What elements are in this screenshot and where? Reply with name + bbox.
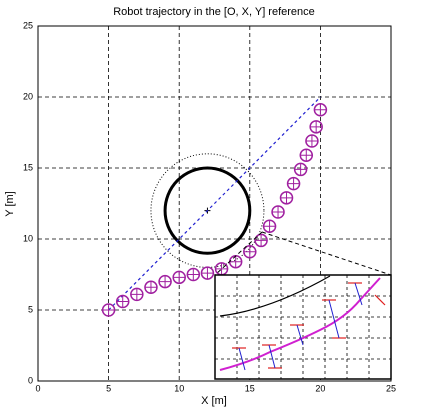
trajectory-point bbox=[101, 303, 116, 317]
robot-cross bbox=[272, 206, 285, 219]
trajectory-point bbox=[243, 245, 257, 259]
robot-cross bbox=[314, 103, 327, 116]
trajectory-point bbox=[144, 280, 158, 295]
trajectory-point bbox=[271, 205, 285, 219]
robot-cross bbox=[102, 304, 115, 316]
trajectory-point bbox=[309, 120, 323, 134]
y-tick-label: 5 bbox=[28, 304, 33, 314]
robot-cross bbox=[255, 234, 268, 247]
trajectory-point bbox=[200, 266, 215, 280]
robot-cross bbox=[116, 295, 129, 308]
robot-cross bbox=[130, 288, 143, 301]
trajectory-point bbox=[254, 233, 268, 248]
obstacle bbox=[163, 166, 252, 255]
trajectory-point bbox=[172, 270, 186, 285]
trajectory-point bbox=[228, 254, 243, 269]
trajectory-point bbox=[293, 162, 308, 177]
trajectory-point bbox=[115, 294, 130, 309]
reference-line bbox=[108, 96, 321, 311]
x-tick-label: 5 bbox=[106, 383, 111, 393]
chart-title: Robot trajectory in the [O, X, Y] refere… bbox=[113, 6, 315, 18]
robot-cross bbox=[294, 163, 307, 176]
robot-cross bbox=[243, 245, 256, 258]
y-tick-label: 10 bbox=[23, 233, 33, 243]
trajectory-point bbox=[214, 262, 229, 276]
x-tick-label: 0 bbox=[35, 383, 40, 393]
robot-cross bbox=[201, 267, 214, 280]
zoom-inset bbox=[214, 231, 392, 380]
y-axis-label: Y [m] bbox=[4, 191, 16, 216]
safety-zone bbox=[150, 153, 265, 268]
trajectory-point bbox=[279, 191, 294, 205]
zoom-connector bbox=[214, 231, 263, 276]
trajectory-point bbox=[299, 148, 314, 162]
robot-cross bbox=[287, 177, 300, 190]
robot-cross bbox=[280, 191, 293, 204]
y-tick-label: 15 bbox=[23, 162, 33, 172]
trajectory-point bbox=[186, 267, 201, 282]
x-tick-label: 15 bbox=[245, 383, 255, 393]
robot-cross bbox=[310, 120, 323, 133]
robot-cross bbox=[187, 268, 200, 281]
trajectory-point bbox=[158, 274, 172, 289]
x-axis-label: X [m] bbox=[201, 395, 227, 407]
robot-cross bbox=[159, 275, 172, 288]
zoom-connector bbox=[261, 231, 392, 276]
robot-cross bbox=[305, 135, 318, 148]
y-tick-label: 20 bbox=[23, 91, 33, 101]
x-tick-label: 20 bbox=[315, 383, 325, 393]
axes-frame bbox=[37, 25, 392, 382]
trajectory-point bbox=[305, 134, 319, 148]
x-tick-label: 25 bbox=[386, 383, 396, 393]
y-tick-label: 0 bbox=[28, 375, 33, 385]
trajectory-point bbox=[130, 287, 144, 302]
robot-cross bbox=[215, 262, 228, 275]
robot-cross bbox=[144, 281, 157, 294]
robot-cross bbox=[173, 271, 186, 284]
trajectory-point bbox=[286, 176, 301, 191]
robot-cross bbox=[263, 220, 276, 233]
robot-cross bbox=[229, 255, 242, 268]
trajectory-point bbox=[313, 103, 328, 117]
robot-cross bbox=[300, 149, 313, 162]
x-tick-label: 10 bbox=[174, 383, 184, 393]
trajectory-point bbox=[262, 219, 277, 233]
y-tick-label: 25 bbox=[23, 20, 33, 30]
